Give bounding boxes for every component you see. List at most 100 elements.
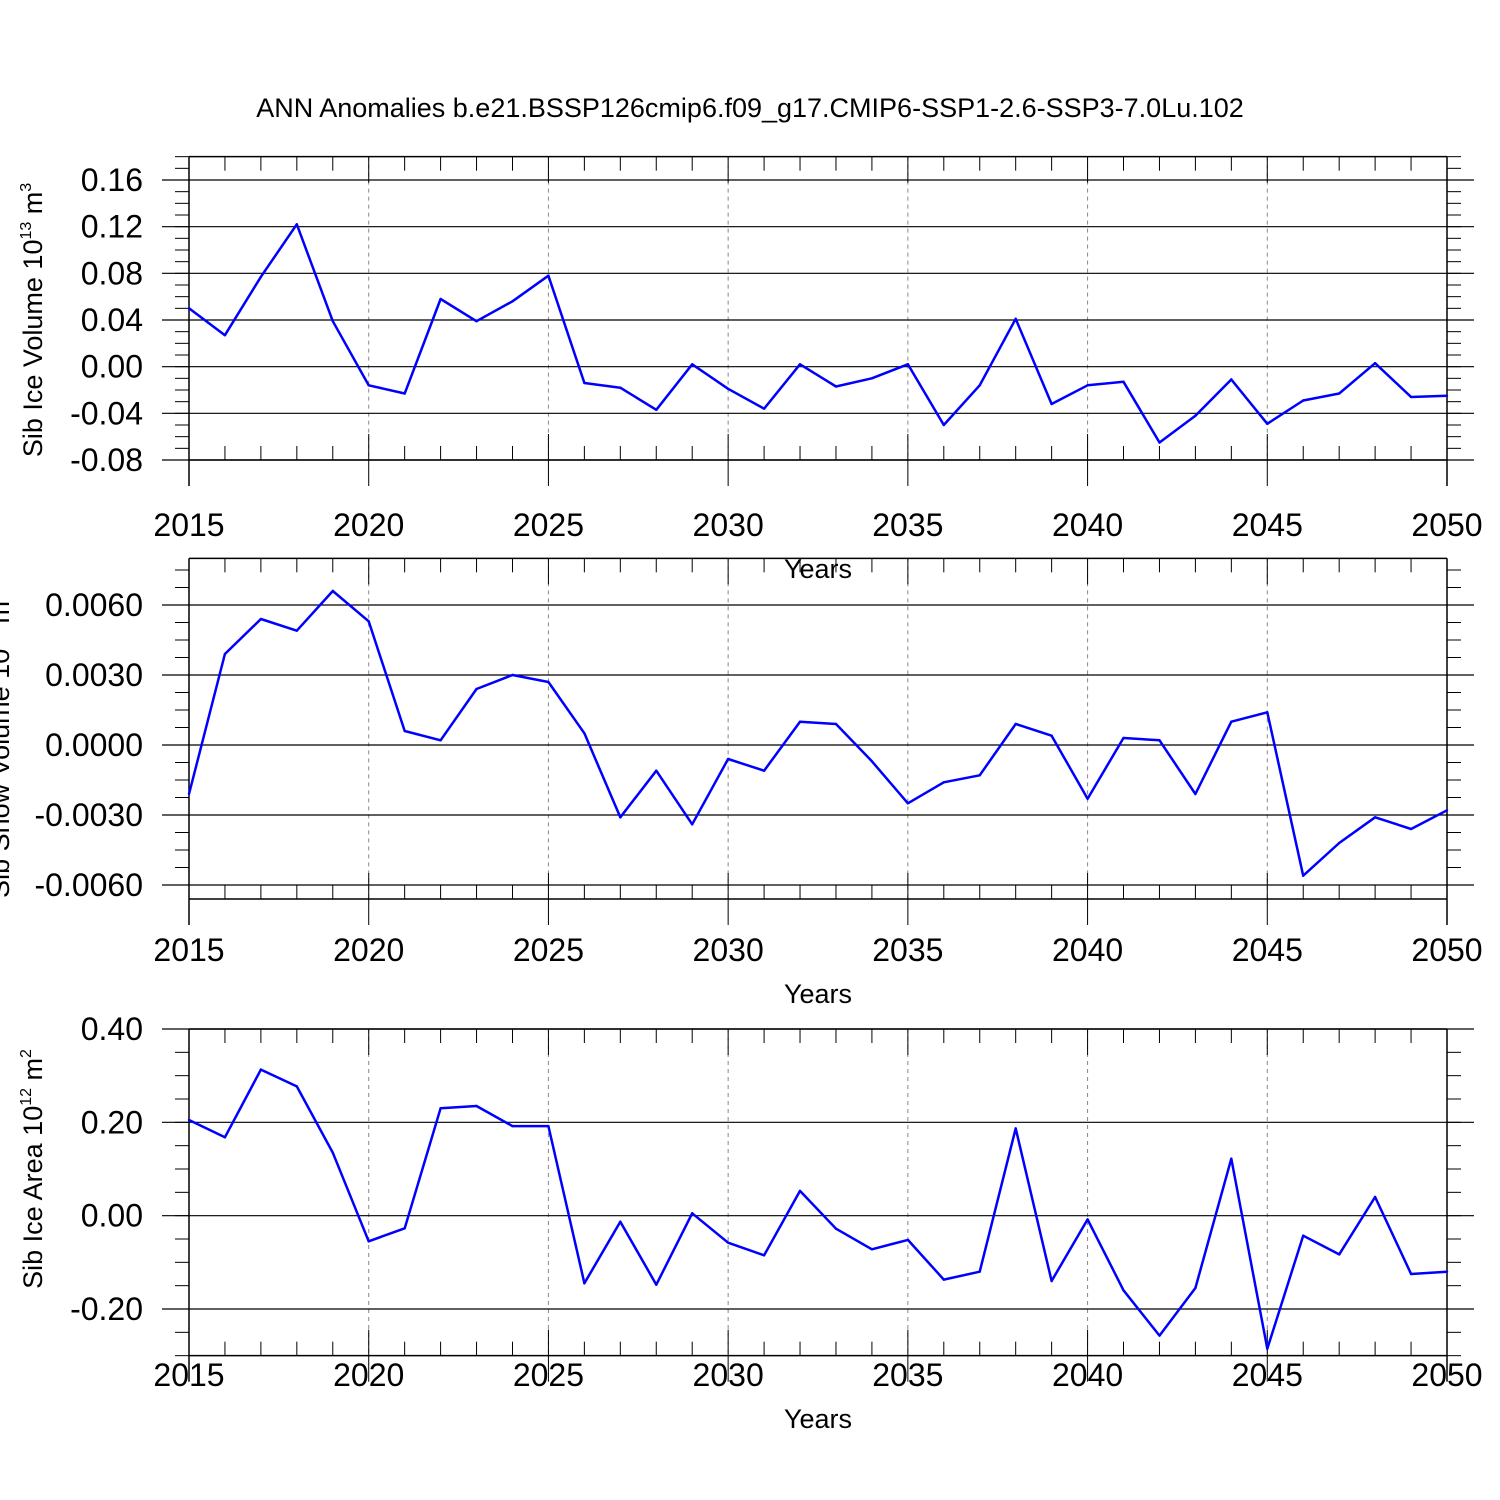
data-point: [798, 1189, 802, 1193]
data-point: [870, 377, 874, 380]
data-point: [475, 319, 478, 323]
series-line-sib-ice-area: [188, 1068, 1448, 1350]
data-point: [906, 363, 910, 366]
data-point: [1409, 827, 1413, 831]
data-point: [619, 816, 622, 819]
ytick-label: 0.0000: [45, 727, 143, 763]
data-point: [1373, 361, 1377, 365]
data-point: [655, 408, 658, 412]
data-point: [331, 319, 334, 323]
data-point: [619, 386, 622, 389]
ytick-label: 0.08: [81, 255, 143, 291]
chart-panel-sib-ice-volume: -0.08 -0.04 0.00 0.04 0.08 0.12 0.16 2015 2020 20…: [18, 155, 1483, 584]
xtick-label: 2030: [693, 507, 764, 543]
xtick-label: 2030: [693, 1357, 764, 1393]
data-point: [870, 760, 874, 763]
ytick-label: 0.20: [81, 1104, 143, 1140]
xtick-label: 2030: [693, 932, 764, 968]
data-point: [331, 1151, 334, 1154]
data-point: [223, 652, 227, 656]
xtick-label: 2015: [153, 932, 224, 968]
data-point: [1230, 1157, 1233, 1160]
data-point: [547, 274, 550, 277]
data-point: [475, 687, 478, 691]
data-point: [1302, 1234, 1305, 1237]
panels: -0.08 -0.04 0.00 0.04 0.08 0.12 0.16 2015 2020 20…: [0, 155, 1483, 1434]
data-point: [906, 802, 910, 805]
ytick-label: 0.16: [81, 162, 143, 198]
data-point: [726, 1241, 730, 1244]
xtick-label: 2015: [153, 507, 224, 543]
chart-panel-sib-snow-volume: -0.0060 -0.0030 0.0000 0.0030 0.0060 2015 2020…: [0, 557, 1483, 1009]
data-point: [511, 1124, 514, 1128]
data-point: [187, 1118, 191, 1122]
data-point: [726, 757, 730, 761]
data-point: [1266, 422, 1269, 426]
data-point: [187, 792, 191, 796]
ytick-label: 0.40: [81, 1011, 143, 1047]
y-axis-title: Sib Ice Volume 1013 m3: [18, 183, 48, 457]
ytick-label: 0.12: [81, 209, 143, 245]
data-point: [439, 297, 442, 301]
data-point: [1194, 1286, 1197, 1290]
data-point: [1266, 1347, 1269, 1350]
data-point: [547, 680, 550, 684]
data-point: [798, 720, 802, 723]
xtick-label: 2035: [872, 507, 943, 543]
xtick-label: 2035: [872, 1357, 943, 1393]
xtick-label: 2040: [1052, 932, 1123, 968]
data-point: [295, 1085, 299, 1088]
xtick-label: 2045: [1232, 507, 1303, 543]
data-point: [1337, 841, 1341, 845]
data-point: [655, 1283, 658, 1286]
data-point: [906, 1238, 910, 1242]
data-point: [367, 384, 370, 387]
x-axis-title: Years: [784, 979, 852, 1009]
data-point: [1373, 1195, 1377, 1199]
ytick-label: -0.04: [70, 395, 143, 431]
data-point: [583, 381, 586, 385]
xtick-label: 2045: [1232, 1357, 1303, 1393]
data-point: [187, 307, 191, 310]
data-point: [1266, 711, 1269, 714]
xtick-label: 2040: [1052, 1357, 1123, 1393]
data-point: [1014, 317, 1017, 321]
data-point: [1050, 734, 1053, 737]
data-point: [834, 385, 838, 388]
xtick-label: 2035: [872, 932, 943, 968]
data-point: [1337, 1253, 1341, 1256]
data-point: [547, 1124, 550, 1128]
ytick-label: 0.0060: [45, 587, 143, 623]
data-point: [403, 392, 406, 395]
y-axis-title: Sib Snow Volume 1013 m3: [0, 592, 15, 898]
xtick-label: 2040: [1052, 507, 1123, 543]
data-point: [367, 620, 370, 623]
series-line-sib-ice-volume: [188, 223, 1448, 444]
data-point: [1158, 441, 1161, 444]
data-point: [1158, 1334, 1161, 1337]
data-point: [942, 781, 945, 784]
data-point: [295, 629, 299, 632]
data-point: [1409, 395, 1413, 399]
data-point: [691, 363, 694, 366]
ytick-label: 0.00: [81, 349, 143, 385]
data-point: [511, 673, 514, 677]
xtick-label: 2025: [513, 507, 584, 543]
data-point: [762, 769, 766, 772]
xtick-label: 2020: [333, 932, 404, 968]
data-point: [1194, 414, 1197, 417]
data-point: [223, 1136, 227, 1139]
xtick-label: 2050: [1411, 1357, 1482, 1393]
data-point: [583, 1282, 586, 1285]
data-point: [403, 1227, 406, 1230]
x-axis-title: Years: [784, 1404, 852, 1434]
xtick-label: 2050: [1411, 507, 1482, 543]
data-point: [1122, 380, 1125, 384]
data-point: [259, 1068, 263, 1071]
data-point: [978, 384, 981, 387]
xtick-label: 2020: [333, 507, 404, 543]
ytick-label: -0.20: [70, 1291, 143, 1327]
data-point: [439, 1107, 442, 1110]
data-point: [1337, 392, 1341, 395]
data-point: [691, 1212, 694, 1215]
